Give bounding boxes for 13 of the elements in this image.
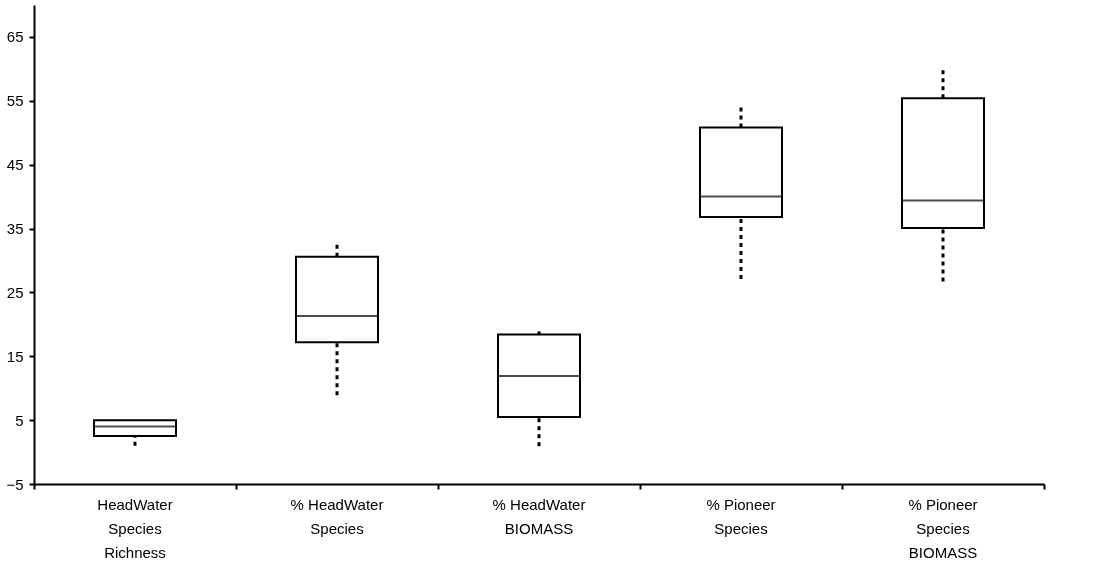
y-tick-label: 5 (15, 411, 24, 429)
x-tick-label: % Pioneer Species (706, 496, 776, 537)
x-tick-label: HeadWater Species Richness (97, 496, 173, 561)
y-tick-label: 65 (6, 28, 24, 46)
y-tick-label: −5 (6, 475, 24, 493)
x-tick-label: % HeadWater BIOMASS (492, 496, 586, 537)
y-tick-label: 15 (6, 347, 24, 365)
x-tick-label: % HeadWater Species (290, 496, 384, 537)
y-tick-label: 45 (6, 156, 24, 174)
y-tick-label: 55 (6, 92, 24, 110)
x-tick-label: % Pioneer Species BIOMASS (908, 496, 978, 561)
y-tick-label: 25 (6, 283, 24, 301)
y-tick-label: 35 (6, 220, 24, 238)
